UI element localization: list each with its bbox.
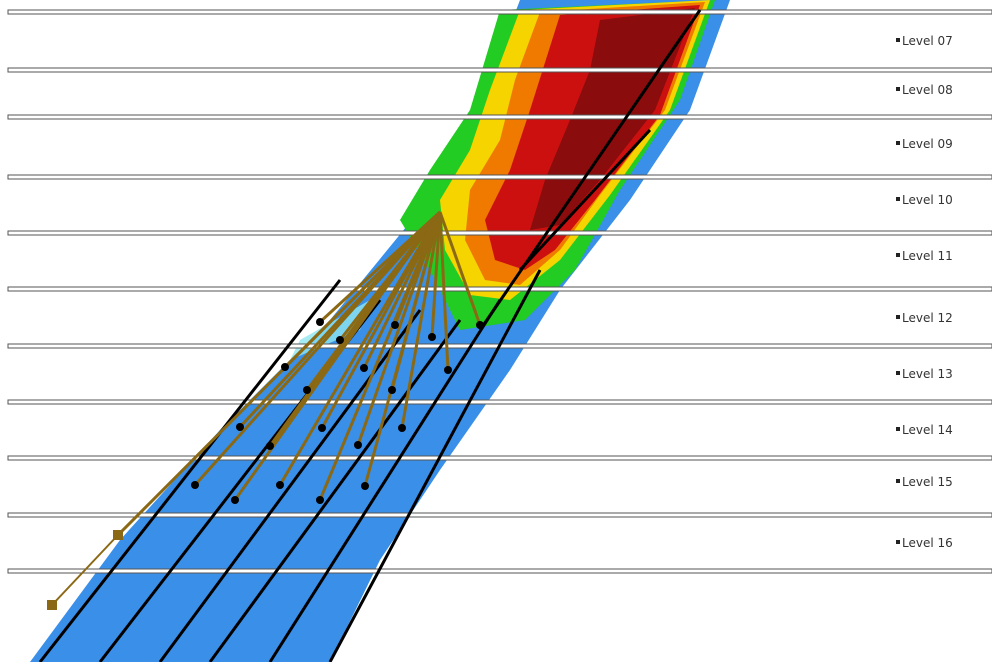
level-line-8 (7, 455, 992, 461)
ring-line-6 (478, 9, 702, 331)
collar-marker-upper (113, 530, 123, 540)
orebody-model (30, 0, 730, 662)
hole-dot-12 (360, 364, 368, 372)
drillhole-17 (430, 211, 442, 338)
ring-line-0 (38, 279, 342, 663)
level-line-2 (7, 114, 992, 120)
drillhole-13 (320, 211, 442, 429)
drillhole-7 (338, 211, 442, 341)
level-label-07: Level 07 (896, 34, 953, 48)
hole-dot-17 (428, 333, 436, 341)
level-line-4 (7, 230, 992, 236)
hole-dot-6 (303, 386, 311, 394)
ring-line-2 (158, 309, 422, 663)
hole-dot-2 (236, 423, 244, 431)
hole-intersection-dots (191, 318, 484, 504)
hole-dot-8 (276, 481, 284, 489)
hole-dot-15 (398, 424, 406, 432)
level-label-11: Level 11 (896, 249, 953, 263)
ring-line-4 (268, 299, 502, 663)
level-line-10 (7, 568, 992, 574)
level-label-14: Level 14 (896, 423, 953, 437)
drillhole-20 (116, 210, 442, 537)
level-label-09: Level 09 (896, 137, 953, 151)
drillhole-3 (193, 210, 442, 487)
hole-dot-16 (388, 386, 396, 394)
collar-marker-lower (47, 600, 57, 610)
hole-dot-9 (316, 496, 324, 504)
hole-dot-10 (354, 441, 362, 449)
level-label-08: Level 08 (896, 83, 953, 97)
hole-dot-3 (191, 481, 199, 489)
hole-dot-7 (336, 336, 344, 344)
drillhole-fan (51, 210, 482, 606)
ring-line-5 (328, 269, 542, 663)
drillhole-leader (51, 534, 119, 606)
hole-dot-0 (316, 318, 324, 326)
level-line-3 (7, 174, 992, 180)
level-line-7 (7, 399, 992, 405)
level-label-16: Level 16 (896, 536, 953, 550)
hole-dot-14 (361, 482, 369, 490)
level-label-10: Level 10 (896, 193, 953, 207)
hole-dot-18 (444, 366, 452, 374)
blast-ring-lines (38, 9, 702, 663)
ring-line-7 (518, 128, 652, 272)
hole-dot-1 (281, 363, 289, 371)
drillhole-16 (390, 211, 442, 391)
drillhole-19 (438, 211, 482, 326)
ring-line-3 (208, 319, 462, 663)
level-line-5 (7, 286, 992, 292)
drillhole-10 (356, 211, 442, 446)
hole-dot-19 (476, 321, 484, 329)
drillhole-18 (438, 211, 450, 371)
level-line-9 (7, 512, 992, 518)
level-label-12: Level 12 (896, 311, 953, 325)
drillhole-8 (278, 211, 442, 486)
hole-dot-13 (318, 424, 326, 432)
hole-dot-4 (231, 496, 239, 504)
drillhole-15 (400, 211, 442, 429)
level-label-15: Level 15 (896, 475, 953, 489)
drillhole-collars (47, 530, 123, 610)
hole-dot-11 (391, 321, 399, 329)
level-line-0 (7, 9, 992, 15)
hole-dot-5 (266, 442, 274, 450)
drillhole-11 (393, 211, 442, 326)
level-line-1 (7, 67, 992, 73)
level-label-13: Level 13 (896, 367, 953, 381)
